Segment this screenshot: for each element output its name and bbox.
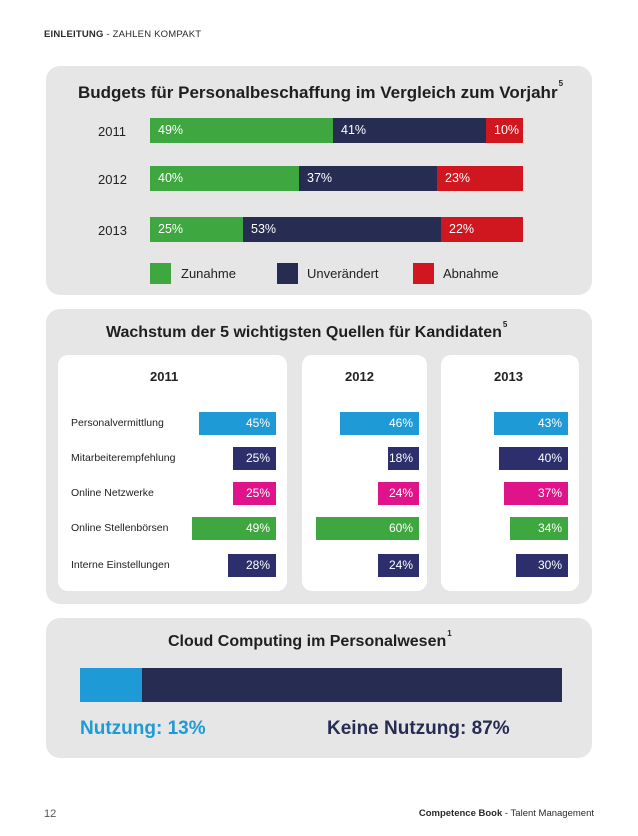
footer-book: Competence Book: [418, 808, 503, 819]
legend-label-unverändert: Unverändert: [307, 266, 379, 281]
sources-card-year: 2013: [494, 369, 523, 384]
budget-chart-title: Budgets für Personalbeschaffung im Vergl…: [78, 79, 563, 103]
legend-swatch-zunahme: [150, 263, 171, 284]
source-label: Interne Einstellungen: [71, 559, 170, 571]
source-label: Mitarbeiterempfehlung: [71, 452, 176, 464]
budget-title-footnote: 5: [558, 79, 564, 88]
header-separator: -: [103, 29, 113, 40]
legend-swatch-abnahme: [413, 263, 434, 284]
source-bar: 18%: [388, 447, 419, 470]
source-bar: 34%: [510, 517, 568, 540]
page-footer: Competence Book - Talent Management: [419, 808, 594, 819]
source-bar: 37%: [504, 482, 568, 505]
source-bar: 45%: [199, 412, 276, 435]
cloud-no-usage-bar: [142, 668, 562, 702]
sources-card-year: 2011: [150, 369, 179, 384]
cloud-title-footnote: 1: [447, 629, 452, 638]
header-section: EINLEITUNG: [44, 29, 104, 40]
budget-year-label: 2012: [98, 172, 127, 187]
cloud-usage-label: Nutzung: 13%: [80, 718, 206, 739]
budget-bar-zunahme: 49%: [150, 118, 333, 143]
page-header: EINLEITUNG - ZAHLEN KOMPAKT: [44, 29, 201, 40]
footer-separator: -: [502, 808, 511, 819]
sources-title-text: Wachstum der 5 wichtigsten Quellen für K…: [106, 324, 502, 341]
sources-title-footnote: 5: [502, 320, 508, 329]
sources-card-2013: [441, 355, 579, 591]
source-label: Online Netzwerke: [71, 487, 154, 499]
budget-bar-zunahme: 25%: [150, 217, 243, 242]
budget-year-label: 2013: [98, 223, 127, 238]
budget-bar-unverändert: 53%: [243, 217, 441, 242]
source-bar: 25%: [233, 447, 276, 470]
page-number: 12: [44, 808, 57, 820]
cloud-chart-title: Cloud Computing im Personalwesen1: [168, 629, 452, 651]
cloud-no-usage-label: Keine Nutzung: 87%: [327, 718, 510, 739]
budget-year-label: 2011: [98, 124, 126, 139]
budget-bar-abnahme: 10%: [486, 118, 523, 143]
cloud-title-text: Cloud Computing im Personalwesen: [168, 633, 447, 650]
source-bar: 40%: [499, 447, 568, 470]
source-label: Personalvermittlung: [71, 417, 164, 429]
source-bar: 43%: [494, 412, 568, 435]
cloud-usage-bar: [80, 668, 142, 702]
legend-label-abnahme: Abnahme: [443, 266, 499, 281]
source-bar: 46%: [340, 412, 419, 435]
source-label: Online Stellenbörsen: [71, 522, 169, 534]
sources-card-2012: [302, 355, 427, 591]
budget-title-text: Budgets für Personalbeschaffung im Vergl…: [78, 83, 558, 102]
source-bar: 25%: [233, 482, 276, 505]
source-bar: 30%: [516, 554, 568, 577]
source-bar: 24%: [378, 482, 419, 505]
source-bar: 24%: [378, 554, 419, 577]
budget-bar-unverändert: 41%: [333, 118, 486, 143]
sources-chart-title: Wachstum der 5 wichtigsten Quellen für K…: [106, 320, 507, 342]
header-subsection: ZAHLEN KOMPAKT: [112, 29, 202, 40]
sources-card-year: 2012: [345, 369, 374, 384]
budget-bar-zunahme: 40%: [150, 166, 299, 191]
source-bar: 28%: [228, 554, 276, 577]
legend-swatch-unverändert: [277, 263, 298, 284]
legend-label-zunahme: Zunahme: [181, 266, 236, 281]
footer-topic: Talent Management: [510, 808, 594, 819]
source-bar: 60%: [316, 517, 419, 540]
budget-bar-abnahme: 22%: [441, 217, 523, 242]
source-bar: 49%: [192, 517, 276, 540]
budget-bar-abnahme: 23%: [437, 166, 523, 191]
sources-card-2011: [58, 355, 287, 591]
budget-bar-unverändert: 37%: [299, 166, 437, 191]
